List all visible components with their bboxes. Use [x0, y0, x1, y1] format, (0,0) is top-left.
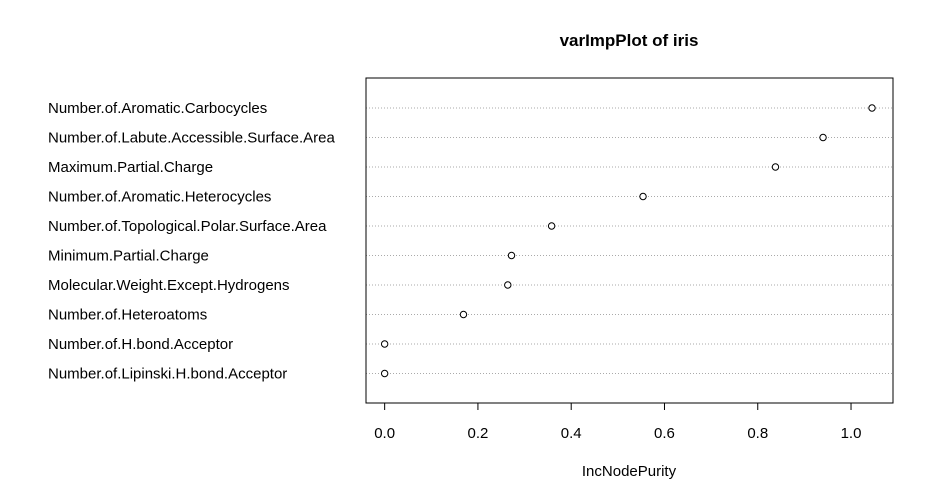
variable-label: Number.of.Heteroatoms — [48, 307, 207, 324]
importance-point — [771, 163, 780, 171]
gridlines — [366, 107, 893, 374]
variable-label: Number.of.Aromatic.Heterocycles — [48, 189, 271, 206]
x-tick-label: 0.0 — [374, 425, 395, 442]
variable-label: Maximum.Partial.Charge — [48, 159, 213, 176]
x-tick-label: 0.8 — [747, 425, 768, 442]
importance-point — [547, 222, 556, 230]
importance-point — [380, 340, 389, 348]
importance-points — [380, 104, 876, 378]
variable-label: Number.of.Topological.Polar.Surface.Area — [48, 218, 327, 235]
variable-label: Minimum.Partial.Charge — [48, 248, 209, 265]
variable-label: Molecular.Weight.Except.Hydrogens — [48, 277, 290, 294]
chart-title: varImpPlot of iris — [560, 31, 699, 50]
variable-label: Number.of.Labute.Accessible.Surface.Area — [48, 130, 335, 147]
x-tick-label: 0.6 — [654, 425, 675, 442]
importance-point — [639, 192, 647, 201]
importance-point — [380, 369, 389, 378]
x-axis: 0.0 0.2 0.4 0.6 0.8 1.0 — [374, 403, 861, 442]
variable-labels: Number.of.Aromatic.Carbocycles Number.of.… — [48, 100, 335, 383]
x-tick-label: 0.4 — [561, 425, 582, 442]
importance-point — [504, 281, 512, 289]
importance-point — [868, 104, 876, 112]
x-axis-label: IncNodePurity — [582, 463, 677, 480]
x-tick-label: 0.2 — [467, 425, 488, 442]
importance-point — [459, 310, 468, 319]
variable-label: Number.of.Aromatic.Carbocycles — [48, 100, 267, 117]
variable-label: Number.of.H.bond.Acceptor — [48, 336, 233, 353]
importance-point — [507, 251, 516, 260]
x-tick-label: 1.0 — [841, 425, 862, 442]
plot-frame — [365, 77, 894, 404]
variable-label: Number.of.Lipinski.H.bond.Acceptor — [48, 366, 287, 383]
importance-point — [819, 133, 827, 142]
